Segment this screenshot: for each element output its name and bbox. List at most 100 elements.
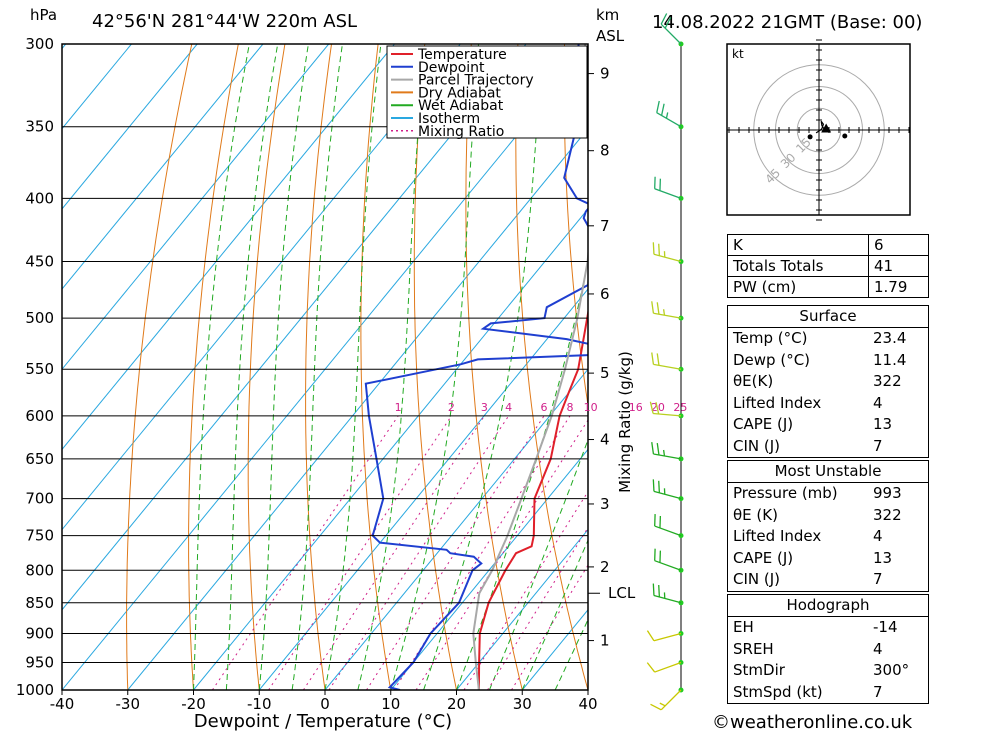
hodograph-panel-title: Hodograph bbox=[728, 595, 928, 617]
wind-barb bbox=[654, 188, 682, 199]
pressure-tick-label: 550 bbox=[25, 360, 54, 378]
wind-barb-feather bbox=[652, 479, 655, 492]
wet-adiabat-line bbox=[390, 44, 480, 690]
index-value: 11.4 bbox=[873, 350, 907, 369]
hodograph-panel: Hodograph EH -14 SREH 4 StmDir 300° StmSpd (kt… bbox=[727, 594, 929, 704]
wet-adiabat-line bbox=[225, 44, 279, 690]
wind-barb bbox=[653, 253, 682, 263]
x-tick-label: 20 bbox=[447, 695, 466, 713]
dry-adiabat-line bbox=[360, 44, 392, 690]
dry-adiabat-line bbox=[413, 44, 457, 690]
index-value: 7 bbox=[873, 570, 883, 588]
index-value: 7 bbox=[873, 436, 883, 455]
index-row: θE (K) 322 bbox=[728, 505, 928, 527]
wind-barb-feather bbox=[655, 402, 660, 415]
most-unstable-panel-title: Most Unstable bbox=[728, 461, 928, 483]
wind-barb-feather bbox=[649, 401, 654, 414]
index-row: Lifted Index 4 bbox=[728, 393, 928, 415]
wind-barb-feather bbox=[658, 243, 661, 256]
km-tick-label: 4 bbox=[600, 431, 610, 449]
isotherm-line bbox=[258, 288, 588, 690]
isotherm-line bbox=[62, 44, 264, 290]
index-value: 4 bbox=[873, 393, 883, 412]
mixing-ratio-line bbox=[463, 490, 588, 690]
wind-barb-feather bbox=[652, 583, 655, 596]
wind-barb-feather bbox=[656, 100, 660, 113]
legend-entry-wet_adiabat: Wet Adiabat bbox=[418, 98, 504, 114]
wind-barb-profile bbox=[646, 13, 684, 711]
most-unstable-panel: Most Unstable Pressure (mb) 993 θE (K) 322 L… bbox=[727, 460, 929, 592]
wind-barb-feather bbox=[650, 703, 662, 711]
wet-adiabat-line bbox=[456, 258, 588, 690]
mixing-ratio-line bbox=[366, 415, 545, 690]
index-row: Dewp (°C) 11.4 bbox=[728, 350, 928, 372]
wind-barb-feather bbox=[658, 480, 661, 493]
wet-adiabat-line bbox=[488, 438, 588, 690]
pressure-tick-label: 500 bbox=[25, 309, 54, 327]
index-value: 7 bbox=[873, 682, 883, 701]
lcl-label: LCL bbox=[608, 584, 636, 602]
mixing-ratio-label: 10 bbox=[584, 401, 598, 414]
wind-barb-feather bbox=[656, 442, 660, 456]
wind-barb bbox=[656, 112, 682, 128]
pressure-tick-label: 600 bbox=[25, 407, 54, 425]
km-tick-label: 5 bbox=[600, 364, 610, 382]
index-row: StmDir 300° bbox=[728, 660, 928, 682]
isotherm-line bbox=[324, 368, 588, 690]
index-key: StmSpd (kt) bbox=[733, 682, 823, 701]
wet-adiabat-line bbox=[258, 44, 309, 690]
index-row: CAPE (J) 13 bbox=[728, 414, 928, 436]
axes: 1 2 3 4 6 8 10 16 20 2530035040045050055060065070… bbox=[16, 35, 688, 713]
km-tick-label: 7 bbox=[600, 217, 610, 235]
index-value: -14 bbox=[873, 618, 898, 636]
x-tick-label: -30 bbox=[116, 695, 141, 713]
wind-barb bbox=[654, 560, 682, 571]
mixing-ratio-label: 20 bbox=[651, 401, 665, 414]
km-tick-label: 2 bbox=[600, 558, 610, 576]
pressure-tick-label: 300 bbox=[25, 35, 54, 53]
pressure-tick-label: 750 bbox=[25, 527, 54, 545]
x-axis-label: Dewpoint / Temperature (°C) bbox=[194, 711, 452, 732]
isotherm-line bbox=[62, 44, 132, 130]
mixing-ratio-label: 3 bbox=[481, 401, 488, 414]
index-row: Totals Totals 41 bbox=[727, 255, 929, 277]
isotherm-line bbox=[127, 127, 588, 690]
index-row: Pressure (mb) 993 bbox=[728, 483, 928, 505]
surface-panel-title: Surface bbox=[728, 306, 928, 328]
x-tick-label: -20 bbox=[181, 695, 206, 713]
dry-adiabat-line bbox=[465, 44, 523, 690]
hodograph-dot bbox=[842, 133, 848, 139]
wet-adiabat-line bbox=[521, 539, 588, 690]
legend-entry-parcel: Parcel Trajectory bbox=[418, 73, 534, 89]
index-key: CAPE (J) bbox=[733, 548, 794, 567]
wet-adiabat-line bbox=[193, 44, 250, 690]
wind-barb-half-feather bbox=[662, 449, 666, 457]
wind-barb bbox=[653, 412, 682, 417]
x-tick-label: -40 bbox=[50, 695, 75, 713]
wind-barb bbox=[654, 525, 682, 537]
wind-barb-feather bbox=[658, 584, 661, 598]
wind-barb-feather bbox=[646, 662, 656, 673]
wet-adiabat-line bbox=[324, 44, 382, 690]
dry-adiabat-line bbox=[126, 44, 193, 690]
index-key: Temp (°C) bbox=[733, 329, 808, 347]
index-value: 300° bbox=[873, 661, 910, 679]
wind-barb bbox=[653, 490, 682, 500]
legend-entry-dewpoint: Dewpoint bbox=[418, 60, 485, 76]
index-key: CAPE (J) bbox=[733, 415, 794, 433]
wet-adiabat-line bbox=[357, 44, 427, 690]
index-value: 13 bbox=[873, 415, 893, 433]
index-value: 993 bbox=[873, 484, 902, 502]
dry-adiabat-line bbox=[980, 26, 1000, 690]
datetime-label: 14.08.2022 21GMT (Base: 00) bbox=[652, 12, 922, 33]
index-key: StmDir bbox=[733, 661, 785, 679]
index-key: Pressure (mb) bbox=[733, 484, 838, 502]
wind-barb bbox=[660, 23, 682, 45]
hodograph-dot bbox=[807, 134, 813, 140]
surface-panel: Surface Temp (°C) 23.4 Dewp (°C) 11.4 θE(K) 3… bbox=[727, 305, 929, 458]
pressure-tick-label: 800 bbox=[25, 561, 54, 579]
pressure-unit-label: hPa bbox=[30, 6, 57, 24]
plot-area bbox=[62, 26, 1000, 690]
